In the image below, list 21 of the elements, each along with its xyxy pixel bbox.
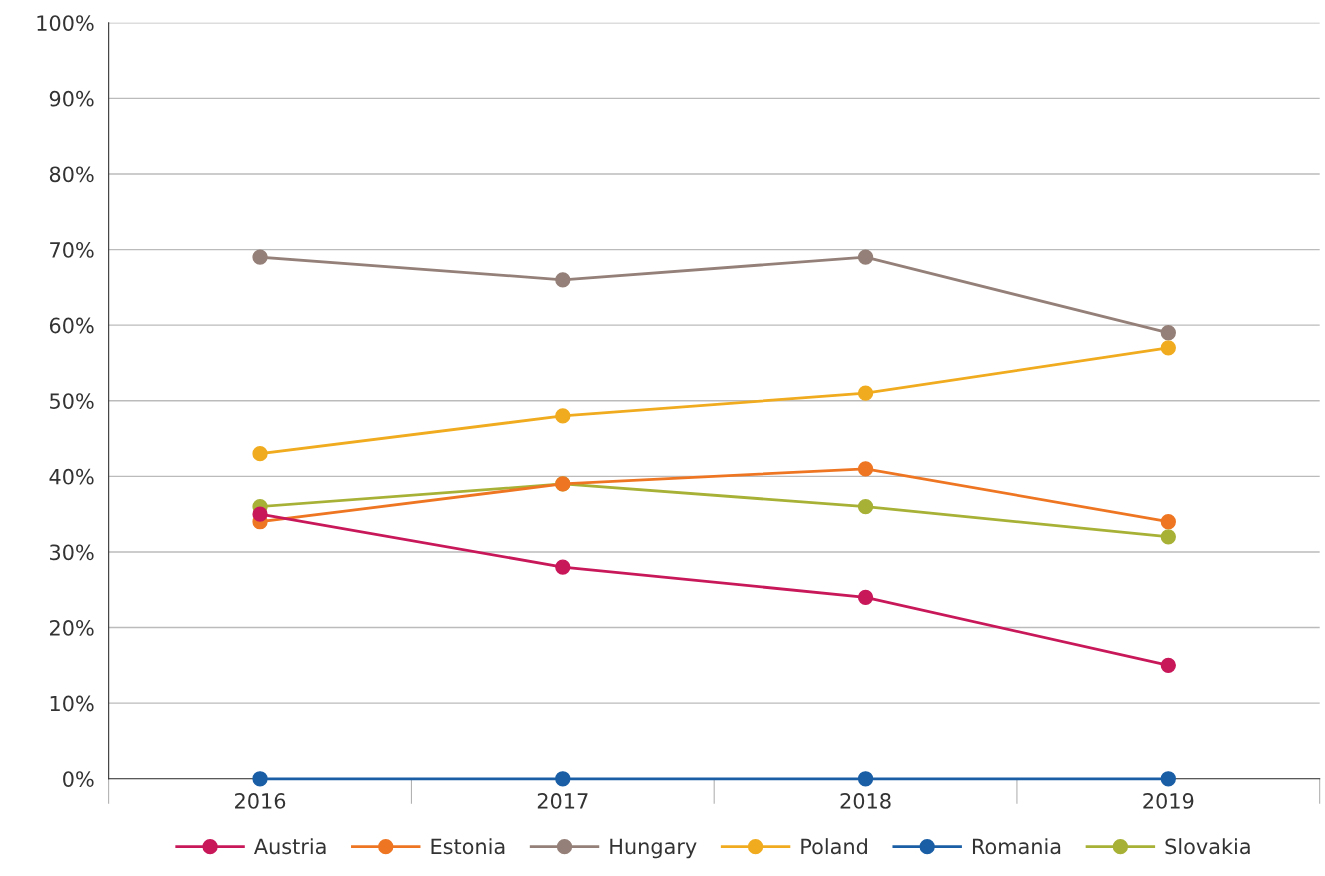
y-tick-label: 80% [49, 166, 94, 183]
y-tick-label: 70% [50, 242, 94, 258]
y-tick-label: 50% [50, 393, 94, 409]
y-tick-label: 20% [49, 620, 94, 636]
y-tick-label: 90% [49, 90, 94, 107]
y-tick-label: 30% [50, 544, 94, 561]
legend-label: Poland [801, 838, 867, 855]
y-tick-label: 10% [50, 695, 94, 712]
y-tick-label: 40% [49, 468, 94, 485]
y-tick-label: 100% [37, 15, 94, 31]
x-tick-label: 2019 [1143, 793, 1194, 809]
x-tick-label: 2017 [537, 793, 588, 809]
legend-label: Austria [253, 838, 326, 855]
legend-label: Slovakia [1165, 838, 1250, 855]
legend-label: Hungary [610, 838, 697, 859]
legend-label: Romania [972, 838, 1061, 855]
y-tick-label: 0% [63, 771, 94, 787]
x-tick-label: 2018 [840, 793, 891, 809]
x-tick-label: 2016 [235, 793, 286, 809]
y-tick-label: 60% [49, 317, 94, 334]
legend-label: Estonia [431, 838, 505, 855]
